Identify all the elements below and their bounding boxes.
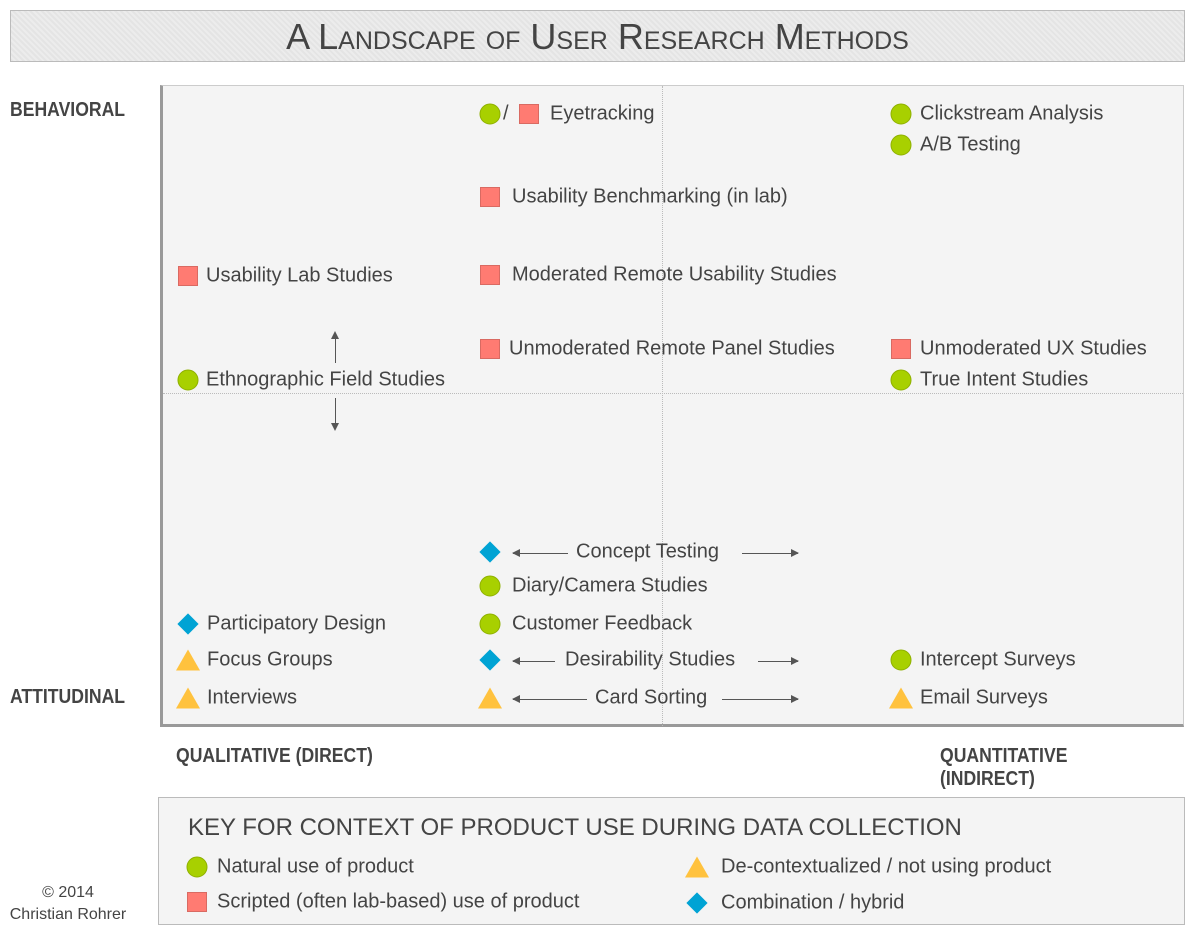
legend-triangle-icon bbox=[685, 856, 709, 878]
axis-label-behavioral: BEHAVIORAL bbox=[10, 99, 126, 121]
horizontal-divider bbox=[163, 393, 1183, 394]
arrow-left-icon bbox=[512, 549, 568, 557]
arrow-right-icon bbox=[722, 695, 799, 703]
method-label: Unmoderated Remote Panel Studies bbox=[509, 337, 835, 360]
legend-box bbox=[158, 797, 1185, 925]
circle-icon bbox=[479, 575, 501, 597]
square-icon bbox=[519, 104, 539, 124]
legend-title: KEY FOR CONTEXT OF PRODUCT USE DURING DA… bbox=[188, 814, 962, 841]
square-icon bbox=[480, 265, 500, 285]
legend-circle-icon bbox=[186, 856, 208, 878]
method-label: Customer Feedback bbox=[512, 612, 693, 635]
legend-item-label: Combination / hybrid bbox=[721, 891, 905, 914]
arrow-left-icon bbox=[512, 695, 587, 703]
method-label: Usability Benchmarking (in lab) bbox=[512, 185, 788, 208]
arrow-up-icon bbox=[331, 331, 339, 363]
method-label: Usability Lab Studies bbox=[206, 264, 393, 287]
legend-item-label: Scripted (often lab-based) use of produc… bbox=[217, 890, 580, 913]
arrow-right-icon bbox=[742, 549, 799, 557]
method-label: Email Surveys bbox=[920, 686, 1048, 709]
vertical-divider bbox=[662, 86, 663, 726]
method-label: Eyetracking bbox=[550, 102, 655, 125]
square-icon bbox=[891, 339, 911, 359]
method-label: Ethnographic Field Studies bbox=[206, 368, 446, 391]
legend-square-icon bbox=[187, 892, 207, 912]
method-label: Moderated Remote Usability Studies bbox=[512, 263, 837, 286]
square-icon bbox=[480, 339, 500, 359]
legend-item-label: Natural use of product bbox=[217, 855, 414, 878]
circle-icon bbox=[479, 613, 501, 635]
square-icon bbox=[480, 187, 500, 207]
circle-icon bbox=[177, 369, 199, 391]
circle-icon bbox=[890, 103, 912, 125]
method-label: Interviews bbox=[207, 686, 298, 709]
method-label: Card Sorting bbox=[595, 686, 708, 709]
arrow-down-icon bbox=[331, 398, 339, 431]
triangle-icon bbox=[889, 687, 913, 709]
method-label: Intercept Surveys bbox=[920, 648, 1076, 671]
circle-icon bbox=[479, 103, 501, 125]
copyright-year: © 2014 bbox=[42, 884, 94, 901]
circle-icon bbox=[890, 369, 912, 391]
circle-icon bbox=[890, 134, 912, 156]
separator-slash: / bbox=[503, 102, 509, 125]
square-icon bbox=[178, 266, 198, 286]
method-label: Desirability Studies bbox=[565, 648, 736, 671]
arrow-right-icon bbox=[758, 657, 799, 665]
method-label: Diary/Camera Studies bbox=[512, 574, 708, 597]
copyright-author: Christian Rohrer bbox=[9, 906, 127, 923]
method-label: Focus Groups bbox=[207, 648, 333, 671]
method-label: Concept Testing bbox=[576, 540, 720, 563]
circle-icon bbox=[890, 649, 912, 671]
diagram-title: A Landscape of User Research Methods bbox=[10, 10, 1185, 62]
method-label: A/B Testing bbox=[920, 133, 1021, 156]
method-label: True Intent Studies bbox=[920, 368, 1089, 391]
triangle-icon bbox=[478, 687, 502, 709]
legend-item-label: De-contextualized / not using product bbox=[721, 855, 1052, 878]
axis-label-quantitative: QUANTITATIVE (INDIRECT) bbox=[940, 745, 1068, 790]
axis-label-attitudinal: ATTITUDINAL bbox=[10, 686, 126, 708]
method-label: Participatory Design bbox=[207, 612, 386, 635]
method-label: Unmoderated UX Studies bbox=[920, 337, 1147, 360]
arrow-left-icon bbox=[512, 657, 555, 665]
triangle-icon bbox=[176, 649, 200, 671]
axis-label-qualitative: QUALITATIVE (DIRECT) bbox=[176, 745, 373, 767]
method-label: Clickstream Analysis bbox=[920, 102, 1104, 125]
plot-area bbox=[160, 85, 1184, 727]
triangle-icon bbox=[176, 687, 200, 709]
